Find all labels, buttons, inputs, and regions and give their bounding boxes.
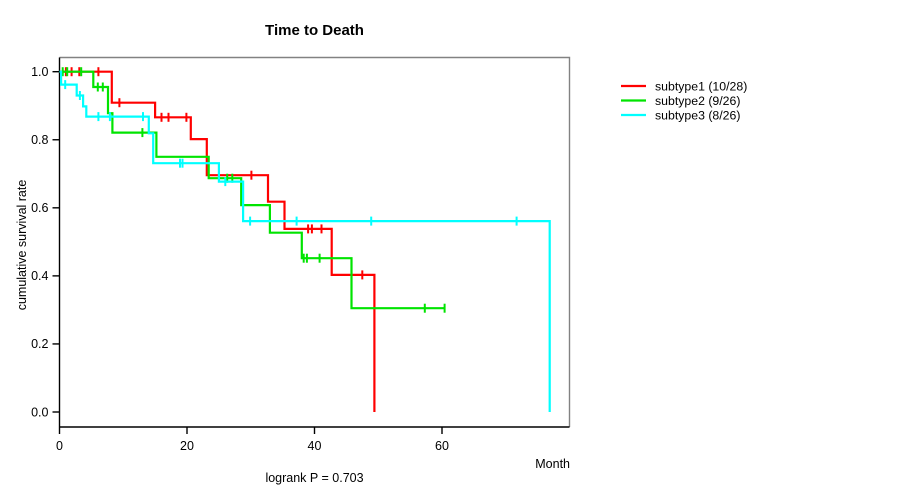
axes-layer: 0.0 0.2 0.4 0.6 0.8 1.0 0 20 40 60: [31, 56, 571, 453]
survival-curve-subtype1: [59, 70, 376, 412]
x-tick-label: 60: [435, 439, 449, 453]
x-axis-label: Month: [535, 457, 570, 471]
plot-box-border: [59, 56, 571, 427]
y-axis-label: cumulative survival rate: [15, 180, 29, 311]
x-tick-label: 0: [56, 439, 63, 453]
logrank-annotation: logrank P = 0.703: [265, 471, 363, 485]
y-tick-label: 0.6: [31, 201, 48, 215]
survival-curve-subtype3: [59, 70, 551, 412]
y-tick-label: 0.2: [31, 337, 48, 351]
y-tick-label: 0.8: [31, 133, 48, 147]
y-tick-label: 0.4: [31, 269, 48, 283]
y-tick-label: 0.0: [31, 405, 48, 419]
legend-label-subtype1: subtype1 (10/28): [655, 79, 747, 93]
curves-layer: [59, 67, 551, 412]
legend-label-subtype3: subtype3 (8/26): [655, 108, 740, 122]
legend-layer: subtype1 (10/28)subtype2 (9/26)subtype3 …: [621, 79, 747, 122]
chart-title: Time to Death: [265, 22, 364, 39]
survival-curve-subtype2: [59, 70, 446, 310]
legend-label-subtype2: subtype2 (9/26): [655, 94, 740, 108]
y-tick-label: 1.0: [31, 65, 48, 79]
x-tick-label: 20: [180, 439, 194, 453]
x-tick-label: 40: [308, 439, 322, 453]
